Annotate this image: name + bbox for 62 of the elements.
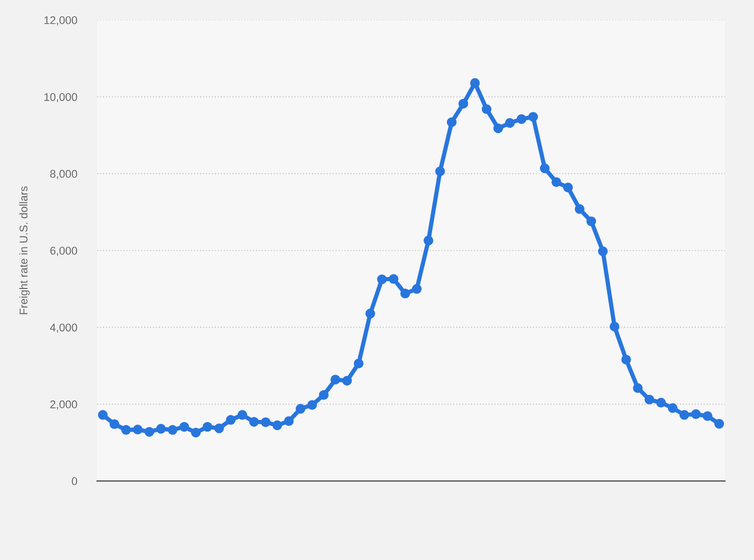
point — [644, 394, 654, 404]
point — [458, 98, 468, 109]
point — [691, 409, 701, 420]
point — [714, 418, 724, 429]
point — [144, 426, 154, 437]
y-tick-label: 8,000 — [50, 170, 78, 180]
point — [179, 422, 190, 432]
point — [470, 78, 480, 88]
point — [121, 425, 131, 435]
point — [482, 104, 492, 114]
y-tick-label: 0 — [72, 477, 78, 486]
point — [238, 410, 248, 420]
point — [516, 114, 526, 124]
point — [354, 358, 364, 368]
point — [702, 411, 712, 421]
point — [563, 182, 573, 192]
point — [540, 163, 550, 174]
point — [284, 416, 294, 426]
point — [632, 383, 643, 393]
point — [656, 398, 666, 408]
point — [586, 216, 596, 226]
point — [330, 374, 340, 384]
point — [400, 288, 410, 298]
point — [424, 236, 434, 246]
point — [388, 274, 398, 284]
point — [190, 428, 201, 438]
point — [679, 410, 690, 420]
y-axis-title: Freight rate in U.S. dollars — [19, 186, 30, 314]
point — [493, 123, 504, 134]
point — [110, 419, 120, 430]
point — [446, 117, 457, 128]
point — [214, 424, 224, 434]
point — [342, 376, 352, 386]
point — [412, 284, 422, 294]
point — [132, 424, 143, 434]
y-tick-label: 4,000 — [50, 324, 78, 333]
point — [435, 166, 445, 176]
point — [202, 422, 212, 432]
y-tick-label: 10,000 — [44, 93, 78, 102]
point — [668, 403, 678, 413]
point — [296, 404, 306, 414]
y-tick-label: 2,000 — [50, 400, 78, 410]
point — [226, 415, 236, 425]
point — [307, 400, 318, 410]
point — [504, 118, 515, 128]
point — [260, 417, 270, 428]
y-tick-label: 6,000 — [50, 246, 78, 256]
point — [598, 246, 608, 256]
point — [574, 204, 584, 214]
point — [610, 322, 620, 332]
point — [249, 416, 259, 427]
point — [365, 308, 376, 318]
point — [318, 390, 329, 400]
point — [621, 354, 632, 364]
point — [552, 177, 562, 187]
y-tick-label: 12,000 — [44, 16, 78, 26]
point — [377, 274, 387, 284]
point — [272, 420, 282, 430]
point — [98, 410, 108, 420]
point — [528, 112, 538, 122]
point — [156, 424, 166, 434]
point — [168, 425, 178, 435]
